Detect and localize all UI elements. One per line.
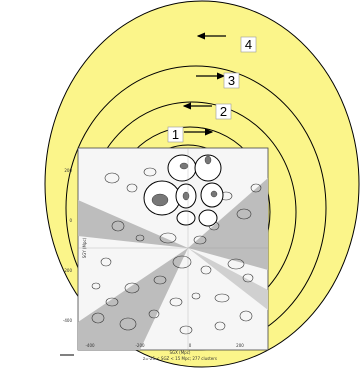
supercluster-map: 200 0 -200 -400 -400 -200 0 200 SGX (Mpc… <box>63 147 269 361</box>
map-y-tick: 200 <box>64 168 72 173</box>
map-x-tick: -200 <box>135 343 145 348</box>
ring-2-label-group: 2 <box>182 102 232 120</box>
map-caption: z=-25 < SGZ < 15 Mpc; 277 clusters <box>143 356 217 361</box>
ring-3-label-group: 3 <box>196 72 240 89</box>
map-y-tick: -200 <box>63 268 73 273</box>
ring-2-label-box <box>215 103 232 120</box>
map-y-axis-label: SGY (Mpc) <box>82 237 87 258</box>
map-x-tick: -400 <box>85 343 95 348</box>
zone-of-avoidance-lower-left <box>78 248 188 350</box>
map-y-tick: -400 <box>63 318 73 323</box>
map-x-tick: 0 <box>189 343 192 348</box>
map-y-tick: 0 <box>69 218 72 223</box>
ring-3-label-box <box>223 72 240 89</box>
ring-1-label-group: 1 <box>167 126 214 143</box>
ring-2-label: 2 <box>220 104 227 119</box>
cluster-contours <box>91 167 262 335</box>
ring-4-label-group: 4 <box>196 32 257 53</box>
central-cell-contents <box>151 155 218 207</box>
ring-1-label: 1 <box>172 127 179 142</box>
ring-4-label: 4 <box>245 37 252 52</box>
zone-of-avoidance-lower-right <box>188 248 268 310</box>
map-x-axis-label: SGX (Mpc) <box>170 350 191 355</box>
ring-3-label: 3 <box>228 73 235 88</box>
zone-of-avoidance-upper-right <box>188 178 268 270</box>
ring-1-label-box <box>167 126 184 143</box>
map-x-tick: 200 <box>236 343 244 348</box>
ring-4-label-box <box>240 36 257 53</box>
